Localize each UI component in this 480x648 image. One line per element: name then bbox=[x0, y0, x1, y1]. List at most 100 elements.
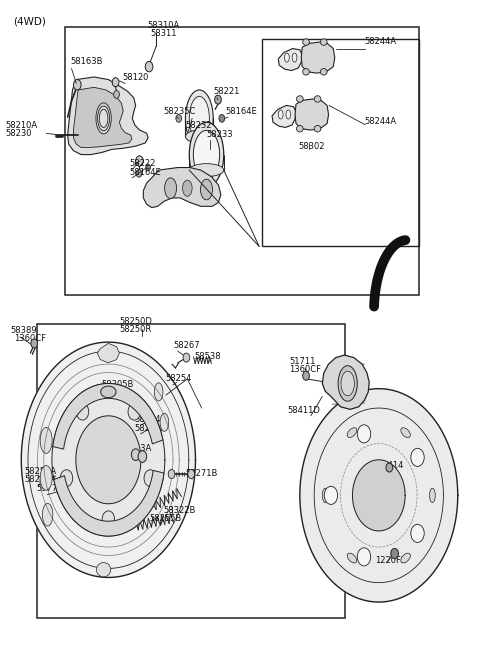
Text: 58221: 58221 bbox=[214, 87, 240, 97]
Ellipse shape bbox=[201, 179, 213, 200]
Ellipse shape bbox=[99, 110, 108, 128]
Text: 58264R: 58264R bbox=[135, 424, 167, 433]
Ellipse shape bbox=[297, 96, 303, 102]
Text: 58244A: 58244A bbox=[364, 37, 396, 46]
Ellipse shape bbox=[96, 103, 111, 134]
Circle shape bbox=[144, 470, 156, 487]
Polygon shape bbox=[301, 42, 335, 73]
Circle shape bbox=[215, 95, 221, 104]
Text: 58302: 58302 bbox=[299, 142, 325, 151]
Text: 58389: 58389 bbox=[10, 326, 37, 335]
Ellipse shape bbox=[314, 126, 321, 132]
Ellipse shape bbox=[149, 483, 157, 501]
Text: 58322B: 58322B bbox=[163, 505, 196, 515]
Ellipse shape bbox=[185, 130, 213, 143]
Text: 58163B: 58163B bbox=[70, 57, 103, 66]
Text: 58230: 58230 bbox=[5, 130, 32, 139]
Polygon shape bbox=[295, 99, 328, 130]
Ellipse shape bbox=[297, 126, 303, 132]
Text: 58222: 58222 bbox=[129, 159, 156, 168]
Text: 58251A: 58251A bbox=[24, 467, 57, 476]
Circle shape bbox=[183, 353, 190, 362]
Polygon shape bbox=[352, 460, 405, 531]
Text: 58311: 58311 bbox=[150, 29, 177, 38]
Circle shape bbox=[76, 403, 89, 420]
Ellipse shape bbox=[189, 122, 224, 187]
Ellipse shape bbox=[292, 53, 297, 62]
Ellipse shape bbox=[303, 39, 310, 45]
Ellipse shape bbox=[193, 130, 220, 179]
Polygon shape bbox=[54, 470, 164, 536]
Text: 58244A: 58244A bbox=[364, 117, 396, 126]
Ellipse shape bbox=[155, 383, 163, 401]
Ellipse shape bbox=[285, 53, 289, 62]
Text: 58252A: 58252A bbox=[24, 476, 57, 484]
Text: 58253A: 58253A bbox=[120, 445, 152, 454]
Text: 51711: 51711 bbox=[289, 357, 316, 366]
Text: 58120: 58120 bbox=[123, 73, 149, 82]
Ellipse shape bbox=[96, 562, 111, 577]
Ellipse shape bbox=[189, 97, 209, 141]
Circle shape bbox=[73, 80, 81, 90]
Ellipse shape bbox=[401, 428, 410, 437]
Circle shape bbox=[357, 548, 371, 566]
Circle shape bbox=[411, 448, 424, 467]
Text: 58164E: 58164E bbox=[226, 107, 257, 116]
Text: 58233: 58233 bbox=[206, 130, 233, 139]
Circle shape bbox=[391, 548, 398, 559]
Ellipse shape bbox=[321, 39, 327, 45]
Ellipse shape bbox=[401, 553, 410, 563]
Circle shape bbox=[303, 371, 310, 380]
Circle shape bbox=[31, 339, 37, 348]
Polygon shape bbox=[278, 49, 302, 71]
Text: 58164E: 58164E bbox=[129, 168, 161, 176]
Text: 58250R: 58250R bbox=[120, 325, 152, 334]
Circle shape bbox=[60, 470, 73, 487]
Polygon shape bbox=[53, 384, 163, 449]
Circle shape bbox=[114, 91, 120, 98]
Polygon shape bbox=[52, 384, 165, 536]
Ellipse shape bbox=[160, 413, 168, 432]
Circle shape bbox=[112, 78, 119, 87]
Ellipse shape bbox=[101, 386, 116, 398]
Ellipse shape bbox=[286, 110, 291, 119]
Ellipse shape bbox=[97, 106, 109, 131]
Text: 58305B: 58305B bbox=[101, 380, 133, 389]
Text: 58210A: 58210A bbox=[5, 121, 37, 130]
Text: 58254: 58254 bbox=[166, 375, 192, 384]
Circle shape bbox=[386, 463, 393, 472]
Circle shape bbox=[146, 165, 151, 171]
Text: 58538: 58538 bbox=[194, 352, 221, 361]
Polygon shape bbox=[272, 106, 296, 128]
Ellipse shape bbox=[303, 69, 310, 75]
Circle shape bbox=[219, 115, 225, 122]
Circle shape bbox=[357, 425, 371, 443]
Polygon shape bbox=[144, 168, 221, 207]
Ellipse shape bbox=[341, 371, 354, 396]
Ellipse shape bbox=[347, 428, 357, 437]
Ellipse shape bbox=[314, 96, 321, 102]
Text: (4WD): (4WD) bbox=[12, 17, 46, 27]
Circle shape bbox=[168, 470, 175, 478]
Polygon shape bbox=[323, 355, 369, 410]
Text: 1220FS: 1220FS bbox=[375, 555, 407, 564]
Ellipse shape bbox=[321, 69, 327, 75]
Polygon shape bbox=[21, 342, 195, 577]
Text: 58267: 58267 bbox=[173, 341, 200, 350]
Polygon shape bbox=[97, 343, 120, 363]
Text: 58255B: 58255B bbox=[149, 514, 181, 523]
Ellipse shape bbox=[40, 428, 52, 454]
Circle shape bbox=[102, 511, 115, 527]
Text: 58235C: 58235C bbox=[163, 107, 196, 116]
Ellipse shape bbox=[323, 488, 328, 502]
Text: 58232: 58232 bbox=[185, 121, 212, 130]
Ellipse shape bbox=[430, 488, 435, 502]
Circle shape bbox=[145, 62, 153, 72]
Circle shape bbox=[136, 170, 142, 177]
Circle shape bbox=[136, 156, 144, 167]
Text: 1360CF: 1360CF bbox=[289, 365, 321, 375]
Ellipse shape bbox=[189, 164, 224, 176]
Ellipse shape bbox=[165, 178, 177, 198]
Circle shape bbox=[324, 486, 337, 504]
Text: 1360CF: 1360CF bbox=[14, 334, 46, 343]
